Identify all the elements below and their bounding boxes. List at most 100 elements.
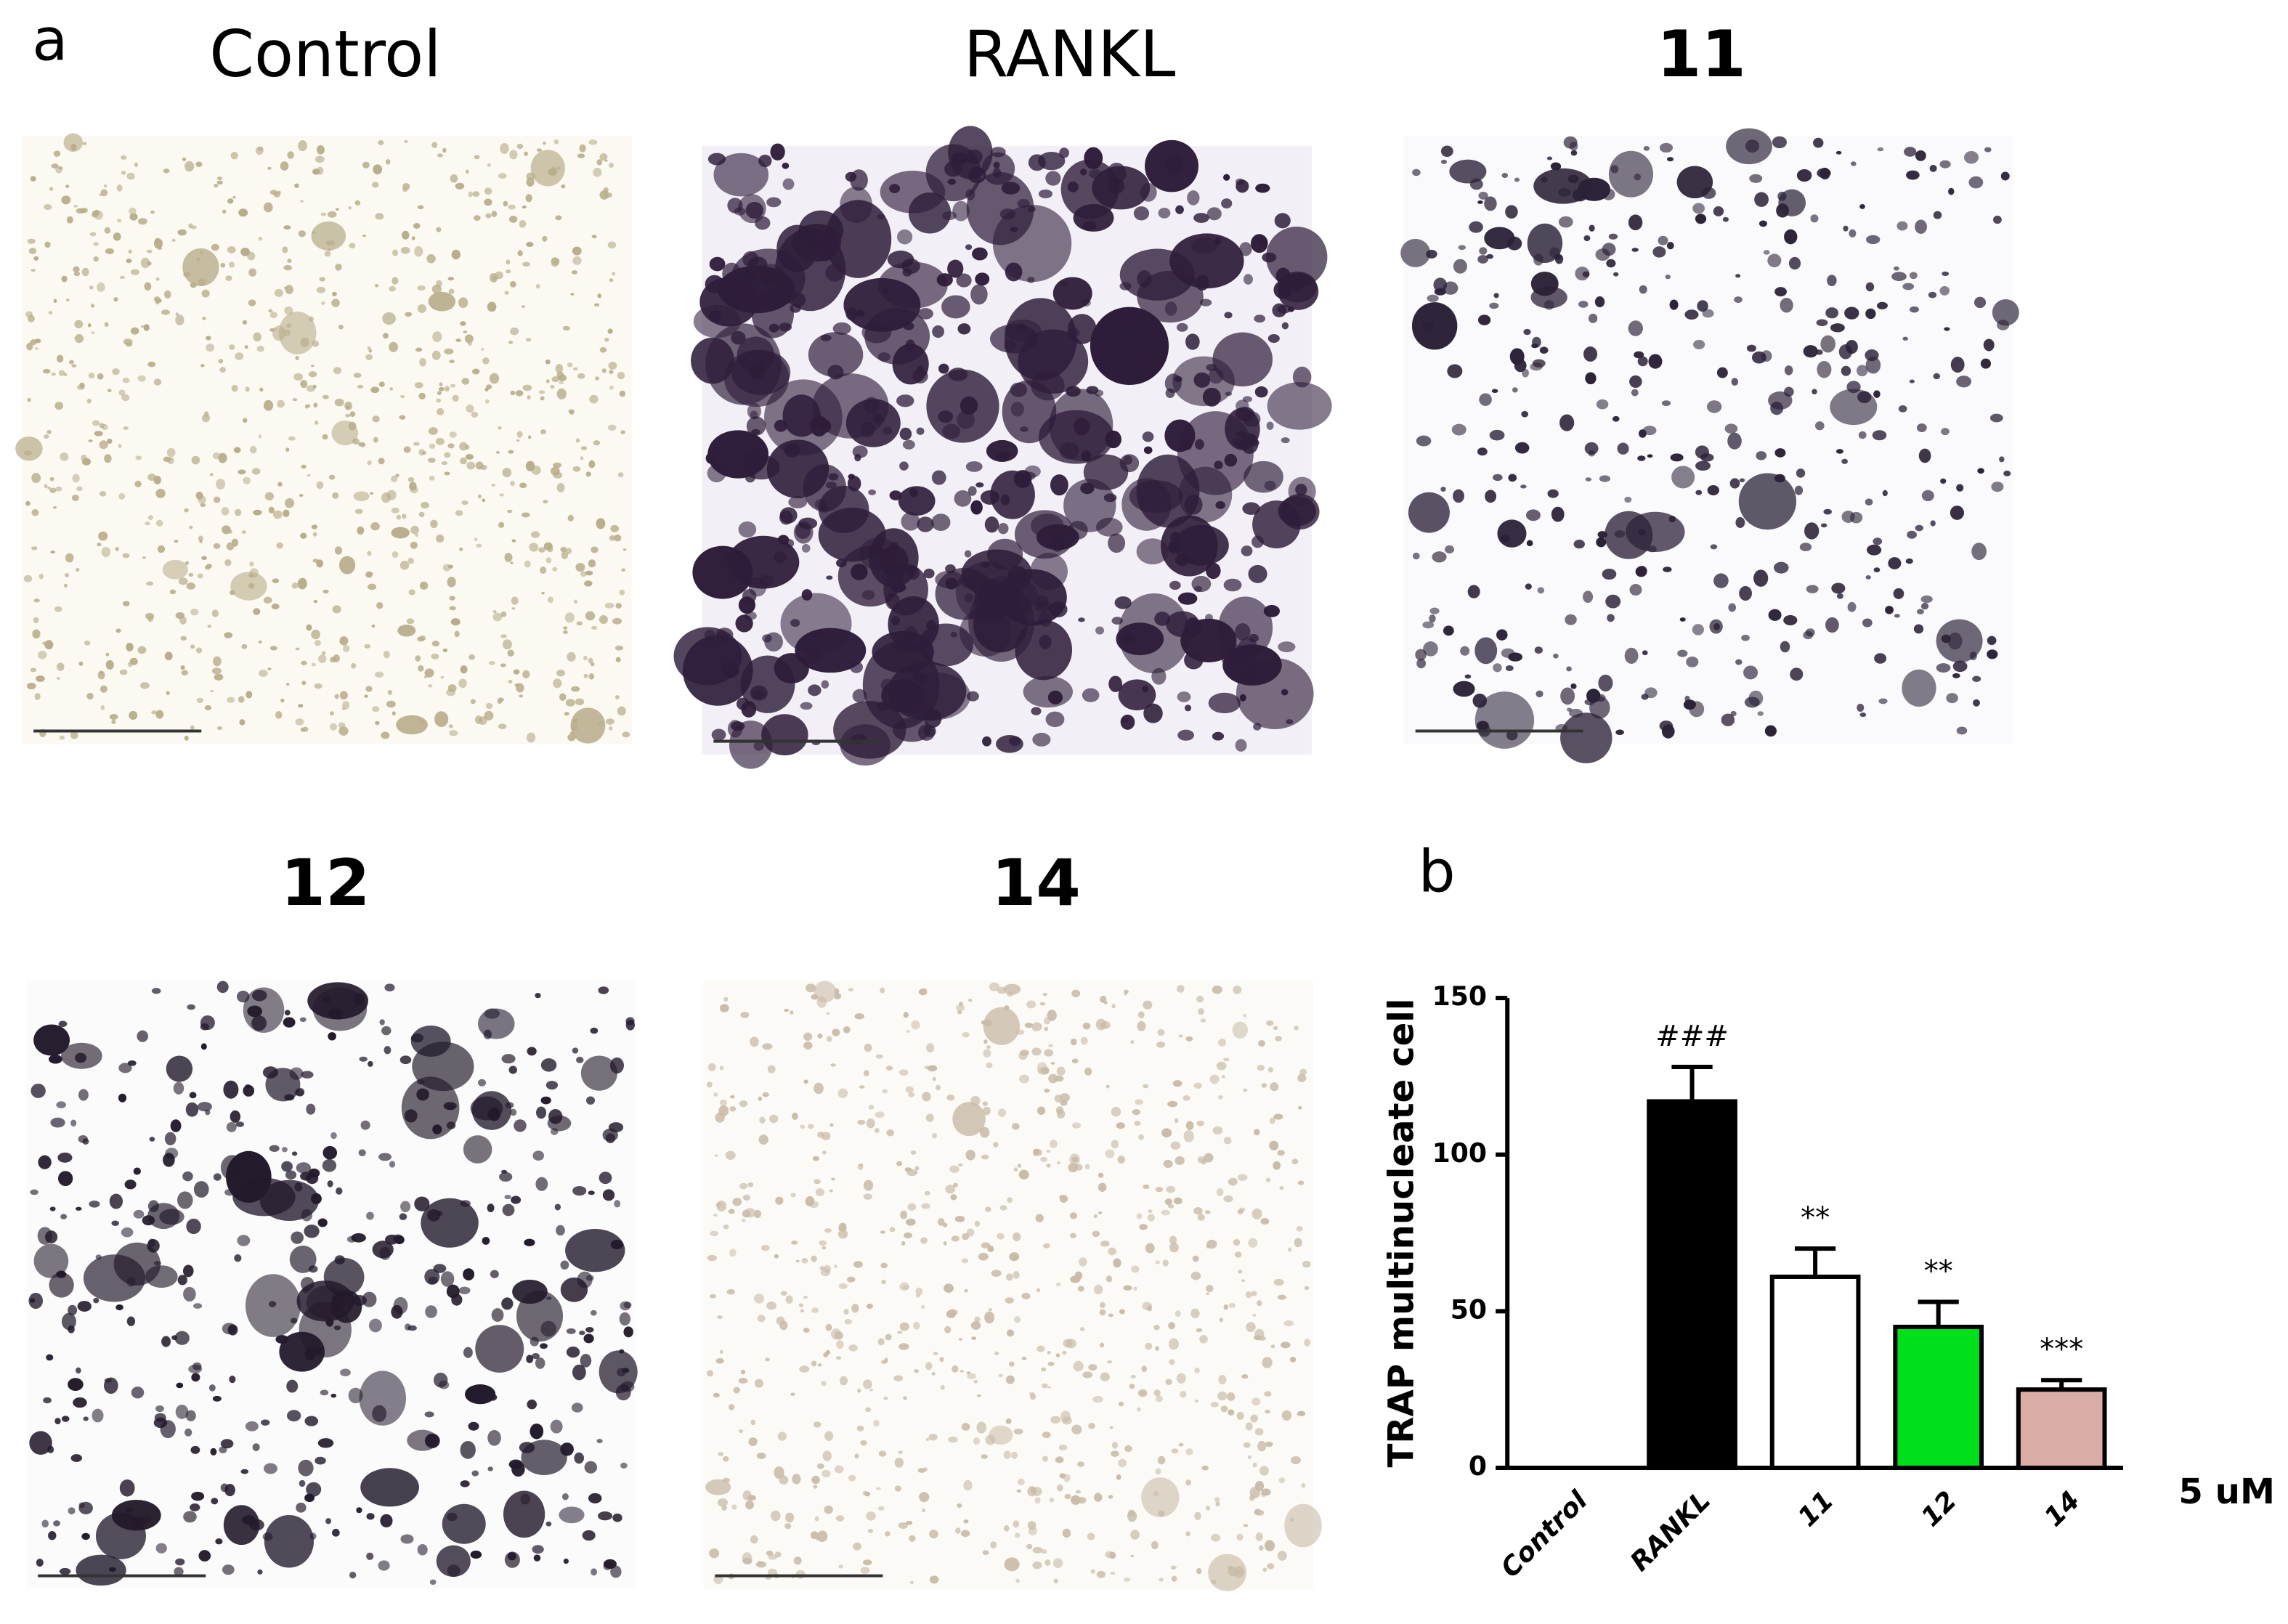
cell (163, 169, 170, 174)
cell (1161, 1128, 1172, 1138)
cell (44, 241, 51, 248)
cell (1170, 1141, 1181, 1150)
cell (371, 706, 380, 712)
cell (366, 1211, 374, 1220)
cell (572, 367, 578, 370)
cell (269, 1145, 280, 1152)
cell (1905, 558, 1913, 564)
cell (1827, 275, 1837, 286)
cell (306, 1482, 322, 1497)
cell (498, 521, 505, 528)
cell (164, 1132, 177, 1145)
cell (1167, 1203, 1175, 1209)
cell (157, 545, 166, 553)
cell (957, 323, 971, 335)
cell (48, 1531, 57, 1540)
cell (1477, 314, 1491, 325)
cell (209, 473, 214, 476)
cell (1177, 592, 1198, 605)
cell (508, 450, 514, 454)
cell (345, 413, 351, 418)
cell (466, 461, 476, 470)
cell (224, 559, 232, 567)
cell (1223, 1195, 1233, 1203)
cell (1153, 1389, 1161, 1397)
cell (762, 634, 772, 643)
cell (316, 481, 324, 490)
cell (843, 1026, 851, 1034)
cell (1111, 1442, 1118, 1449)
cell (744, 611, 757, 620)
cell (402, 513, 407, 519)
cell (484, 198, 492, 206)
cell (189, 525, 193, 529)
cell (507, 649, 514, 657)
cell (938, 410, 954, 423)
cell (1639, 285, 1647, 294)
cell (334, 546, 343, 555)
cell (898, 1522, 908, 1529)
cell (577, 153, 585, 158)
cell (129, 207, 137, 216)
cell (982, 1550, 989, 1555)
cell (349, 243, 356, 249)
cell (1909, 272, 1918, 280)
cell (1565, 614, 1577, 625)
cell (1157, 1455, 1166, 1465)
cell (775, 1196, 784, 1205)
y-tick-label: 50 (1451, 1294, 1487, 1325)
cell (1194, 1367, 1200, 1373)
cell (1251, 1208, 1262, 1219)
cell (1845, 339, 1858, 354)
cell (1546, 156, 1553, 161)
cell (925, 1437, 930, 1441)
cell (751, 429, 760, 435)
cell (1018, 1052, 1028, 1060)
cell (990, 324, 1039, 354)
cell (985, 1206, 991, 1212)
cell (1558, 216, 1573, 228)
cell (709, 310, 721, 323)
cell (898, 1069, 909, 1076)
cell (1206, 207, 1222, 221)
cell (816, 1536, 821, 1541)
cell (182, 248, 219, 286)
cell (564, 612, 575, 623)
cell (393, 1296, 408, 1315)
cell (491, 211, 498, 217)
cell (429, 1579, 437, 1586)
cell (1550, 162, 1562, 171)
cell (418, 665, 424, 672)
cell (545, 359, 551, 365)
cell (579, 1331, 585, 1336)
cell (522, 205, 527, 209)
cell (480, 348, 484, 351)
cell (903, 1012, 909, 1018)
cell (153, 378, 162, 386)
cell (1187, 190, 1200, 206)
cell (244, 345, 248, 349)
cell (66, 216, 73, 224)
cell (238, 469, 246, 475)
cell (42, 368, 51, 374)
cell (567, 514, 575, 521)
cell (559, 693, 567, 702)
cell (563, 630, 568, 634)
cell (925, 1362, 933, 1371)
cell (1806, 585, 1819, 593)
cell (1158, 207, 1171, 219)
cell (553, 462, 562, 468)
cell (269, 312, 278, 319)
cell (551, 466, 560, 476)
cell (175, 312, 179, 316)
cell (122, 377, 130, 383)
cell (555, 215, 562, 221)
cell (436, 398, 442, 403)
cell (824, 1431, 834, 1442)
cell (449, 431, 457, 438)
cell (1944, 327, 1950, 331)
cell (1013, 1232, 1021, 1242)
cell (400, 1201, 411, 1212)
cell (1130, 1530, 1140, 1540)
cell (373, 437, 378, 443)
